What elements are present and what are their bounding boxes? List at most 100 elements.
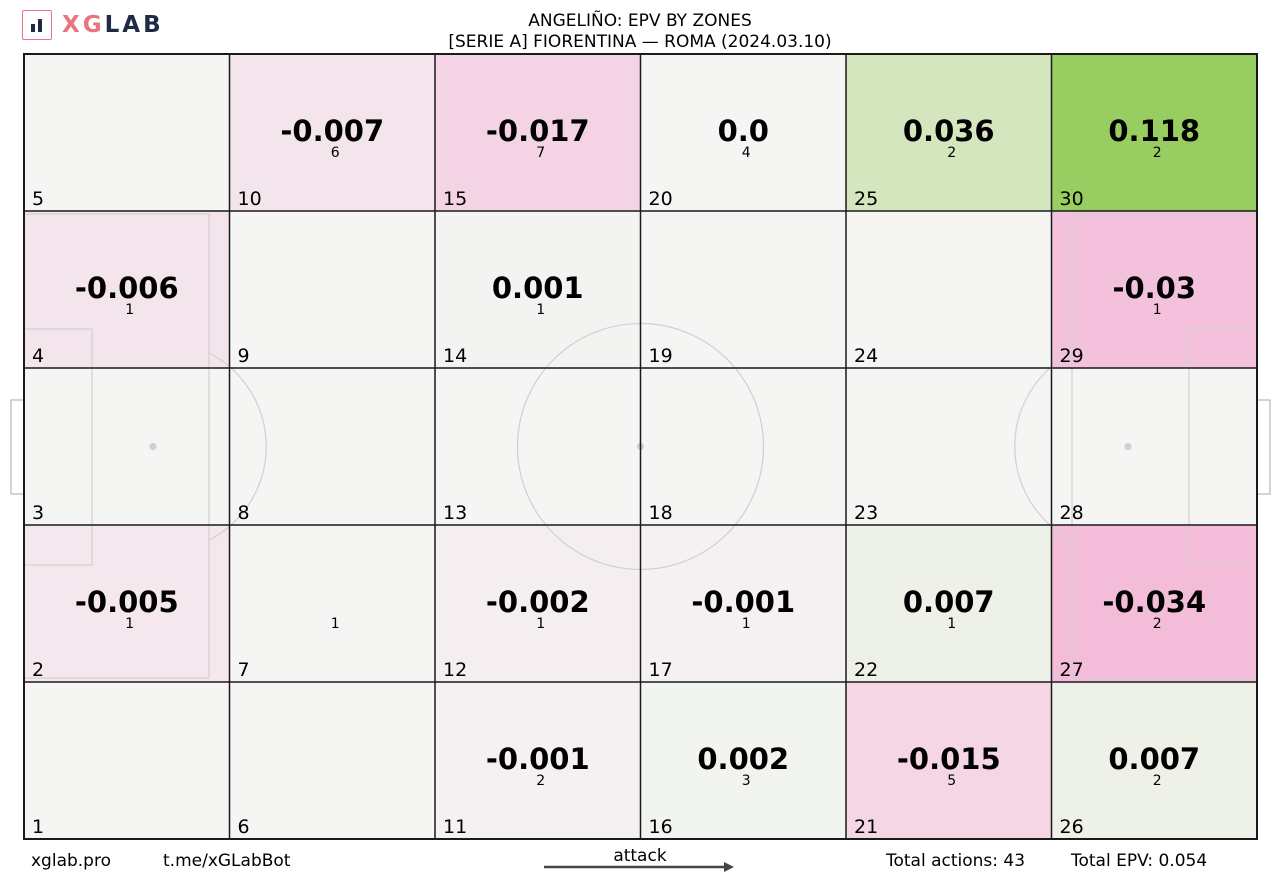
zone-cell-15 bbox=[435, 54, 641, 211]
footer-site-link[interactable]: xglab.pro bbox=[31, 851, 111, 871]
zone-actions-11: 2 bbox=[536, 773, 545, 789]
zone-cell-7 bbox=[229, 525, 435, 682]
footer-bot-link[interactable]: t.me/xGLabBot bbox=[163, 851, 291, 871]
zone-actions-26: 2 bbox=[1153, 773, 1162, 789]
zone-actions-12: 1 bbox=[536, 616, 545, 632]
zone-number-18: 18 bbox=[649, 502, 673, 524]
zone-number-16: 16 bbox=[649, 816, 673, 838]
brand-wordmark: XGLAB bbox=[62, 12, 164, 38]
zone-number-13: 13 bbox=[443, 502, 467, 524]
zone-cell-20 bbox=[640, 54, 846, 211]
zone-cell-9 bbox=[229, 211, 435, 368]
zone-cell-30 bbox=[1051, 54, 1257, 211]
zone-actions-4: 1 bbox=[125, 302, 134, 318]
xglab-logo: XGLAB bbox=[22, 8, 164, 42]
zone-cell-24 bbox=[846, 211, 1052, 368]
right-penalty-spot bbox=[1124, 442, 1132, 451]
zone-epv-14: 0.001 bbox=[492, 271, 584, 305]
zone-epv-27: -0.034 bbox=[1102, 585, 1206, 619]
zone-actions-29: 1 bbox=[1153, 302, 1162, 318]
zone-actions-17: 1 bbox=[742, 616, 751, 632]
zone-cell-14 bbox=[435, 211, 641, 368]
zone-actions-25: 2 bbox=[947, 145, 956, 161]
right-penalty-arc bbox=[1014, 352, 1073, 541]
zone-number-29: 29 bbox=[1060, 345, 1084, 367]
zone-number-23: 23 bbox=[854, 502, 878, 524]
zone-cell-29 bbox=[1051, 211, 1257, 368]
zone-actions-10: 6 bbox=[331, 145, 340, 161]
zone-cell-8 bbox=[229, 368, 435, 525]
left-penalty-arc bbox=[208, 352, 267, 541]
zone-cell-23 bbox=[846, 368, 1052, 525]
zone-cell-11 bbox=[435, 682, 641, 839]
zone-number-17: 17 bbox=[649, 659, 673, 681]
zone-number-15: 15 bbox=[443, 188, 467, 210]
zone-actions-16: 3 bbox=[742, 773, 751, 789]
zone-number-4: 4 bbox=[32, 345, 44, 367]
zone-cell-21 bbox=[846, 682, 1052, 839]
zone-actions-21: 5 bbox=[947, 773, 956, 789]
zone-epv-15: -0.017 bbox=[486, 114, 590, 148]
zone-cell-22 bbox=[846, 525, 1052, 682]
zone-number-30: 30 bbox=[1060, 188, 1084, 210]
attack-arrow-icon bbox=[724, 862, 734, 872]
bar-chart-icon bbox=[22, 10, 52, 40]
zone-actions-27: 2 bbox=[1153, 616, 1162, 632]
left-penalty-spot bbox=[149, 442, 157, 451]
zone-cell-6 bbox=[229, 682, 435, 839]
zone-cell-16 bbox=[640, 682, 846, 839]
zone-number-1: 1 bbox=[32, 816, 44, 838]
zone-cell-5 bbox=[24, 54, 230, 211]
zone-actions-14: 1 bbox=[536, 302, 545, 318]
zone-actions-30: 2 bbox=[1153, 145, 1162, 161]
zone-number-7: 7 bbox=[238, 659, 250, 681]
zone-epv-12: -0.002 bbox=[486, 585, 590, 619]
zone-epv-4: -0.006 bbox=[75, 271, 179, 305]
pitch-border bbox=[23, 53, 1258, 840]
attack-direction-label: attack bbox=[613, 846, 667, 866]
zone-cell-17 bbox=[640, 525, 846, 682]
zone-cell-28 bbox=[1051, 368, 1257, 525]
zone-epv-29: -0.03 bbox=[1112, 271, 1196, 305]
zone-epv-17: -0.001 bbox=[691, 585, 795, 619]
zone-number-10: 10 bbox=[238, 188, 262, 210]
zone-cell-2 bbox=[24, 525, 230, 682]
zone-number-19: 19 bbox=[649, 345, 673, 367]
zone-cell-4 bbox=[24, 211, 230, 368]
zone-cell-3 bbox=[24, 368, 230, 525]
zone-number-11: 11 bbox=[443, 816, 467, 838]
zone-number-25: 25 bbox=[854, 188, 878, 210]
zone-number-5: 5 bbox=[32, 188, 44, 210]
zone-cell-18 bbox=[640, 368, 846, 525]
zone-number-14: 14 bbox=[443, 345, 467, 367]
zone-cell-19 bbox=[640, 211, 846, 368]
zone-cell-25 bbox=[846, 54, 1052, 211]
zone-actions-22: 1 bbox=[947, 616, 956, 632]
zone-epv-26: 0.007 bbox=[1108, 742, 1200, 776]
zone-actions-2: 1 bbox=[125, 616, 134, 632]
zone-number-28: 28 bbox=[1060, 502, 1084, 524]
left-goal bbox=[10, 399, 25, 495]
zone-number-9: 9 bbox=[238, 345, 250, 367]
brand-xg: XG bbox=[62, 12, 105, 38]
title-line-2: [SERIE A] FIORENTINA — ROMA (2024.03.10) bbox=[448, 32, 832, 52]
zone-number-12: 12 bbox=[443, 659, 467, 681]
zone-number-8: 8 bbox=[238, 502, 250, 524]
zone-number-24: 24 bbox=[854, 345, 878, 367]
zone-cell-10 bbox=[229, 54, 435, 211]
zone-epv-30: 0.118 bbox=[1108, 114, 1200, 148]
zone-cell-26 bbox=[1051, 682, 1257, 839]
zone-cell-27 bbox=[1051, 525, 1257, 682]
zone-cell-13 bbox=[435, 368, 641, 525]
zone-epv-11: -0.001 bbox=[486, 742, 590, 776]
zone-actions-20: 4 bbox=[742, 145, 751, 161]
zone-epv-21: -0.015 bbox=[897, 742, 1001, 776]
zone-number-27: 27 bbox=[1060, 659, 1084, 681]
zone-number-6: 6 bbox=[238, 816, 250, 838]
zone-epv-25: 0.036 bbox=[903, 114, 995, 148]
chart-title: ANGELIÑO: EPV BY ZONES [SERIE A] FIORENT… bbox=[0, 11, 1280, 53]
zone-actions-15: 7 bbox=[536, 145, 545, 161]
zone-number-26: 26 bbox=[1060, 816, 1084, 838]
zone-number-21: 21 bbox=[854, 816, 878, 838]
